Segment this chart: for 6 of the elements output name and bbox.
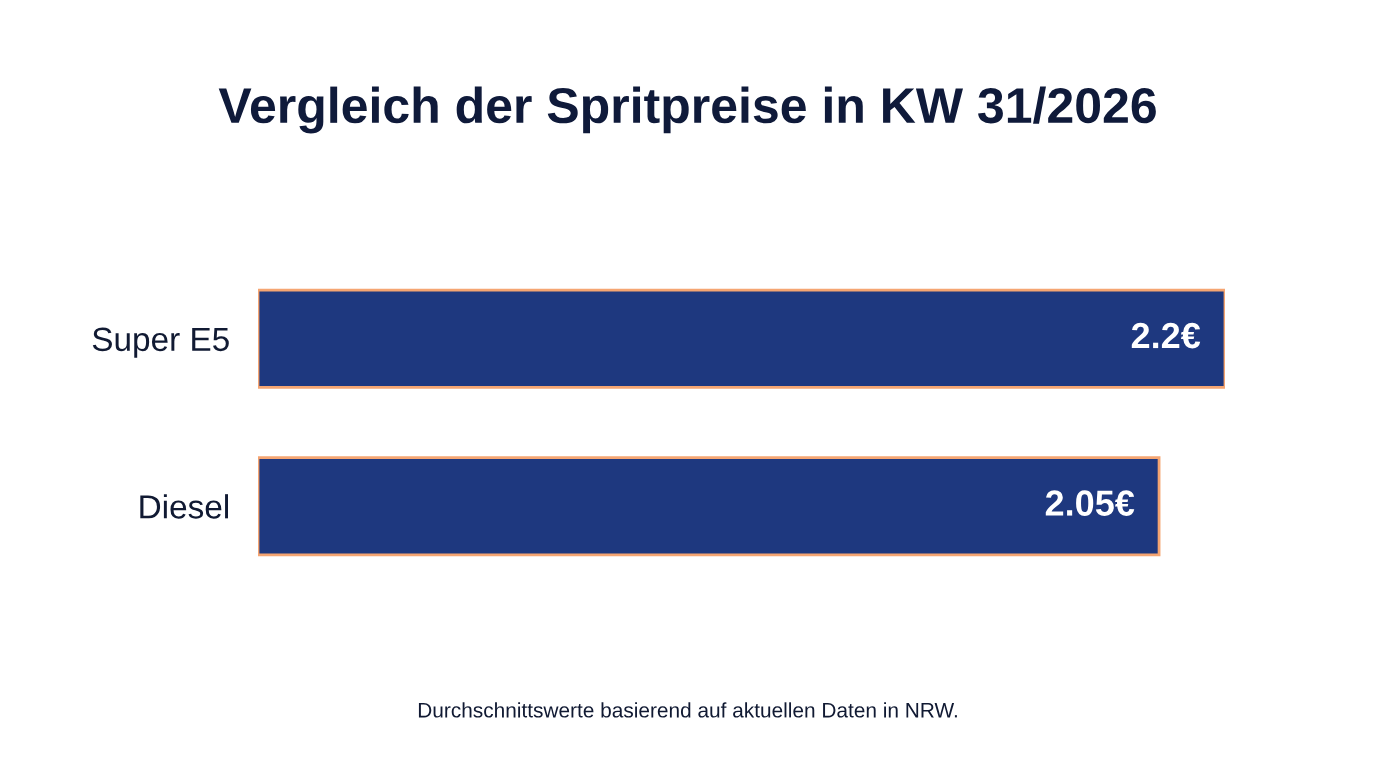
y-tick-label: Diesel [140,494,228,519]
data-label: 2.2€ [1131,322,1201,349]
chart-title: Vergleich der Spritpreise in KW 31/2026 [218,86,1156,134]
y-tick-label: Super E5 [92,327,229,358]
text: Durchschnittswerte basierend auf aktuellen Daten in NRW. [418,702,957,718]
data-label: 2.05€ [1045,490,1135,516]
